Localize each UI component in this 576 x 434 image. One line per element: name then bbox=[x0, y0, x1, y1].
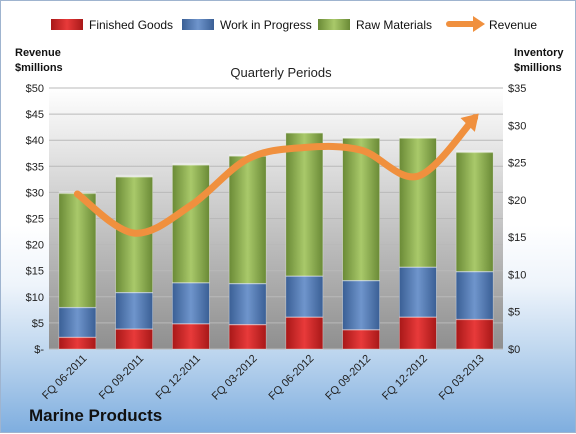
bar-raw-materials bbox=[399, 137, 437, 268]
left-tick-label: $10 bbox=[26, 292, 44, 304]
bar-cap-raw-materials bbox=[115, 174, 153, 178]
bar-raw-materials bbox=[172, 164, 210, 283]
bar-finished-goods bbox=[58, 336, 97, 350]
bar-raw-materials bbox=[228, 155, 267, 284]
bar-work-in-progress bbox=[228, 283, 267, 325]
left-tick-label: $35 bbox=[26, 161, 44, 173]
category-label: FQ 06-2011 bbox=[40, 353, 89, 402]
right-tick-label: $35 bbox=[508, 83, 526, 95]
bar-cap-raw-materials bbox=[399, 135, 437, 139]
bar-finished-goods bbox=[342, 329, 380, 350]
bar-cap-raw-materials bbox=[285, 130, 323, 134]
legend: Finished Goods Work in Progress Raw Materi… bbox=[51, 16, 537, 32]
category-label: FQ 09-2011 bbox=[97, 353, 146, 402]
right-tick-label: $0 bbox=[508, 344, 520, 356]
right-tick-label: $15 bbox=[508, 232, 526, 244]
bar-work-in-progress bbox=[399, 266, 437, 318]
category-label: FQ 06-2012 bbox=[267, 353, 317, 403]
bar-work-in-progress bbox=[285, 275, 324, 318]
bar-raw-materials bbox=[342, 137, 380, 281]
legend-label: Revenue bbox=[489, 18, 537, 32]
left-tick-label: $5 bbox=[32, 318, 44, 330]
right-axis-label-line2: $millions bbox=[514, 62, 562, 74]
bar-work-in-progress bbox=[172, 282, 210, 324]
chart-title: Marine Products bbox=[29, 406, 162, 425]
legend-label: Raw Materials bbox=[356, 18, 432, 32]
bar-finished-goods bbox=[228, 324, 267, 350]
legend-swatch bbox=[318, 19, 350, 30]
left-tick-label: $45 bbox=[26, 109, 44, 121]
revenue-arrowhead bbox=[460, 113, 479, 132]
bar-cap-raw-materials bbox=[342, 135, 380, 139]
right-tick-label: $5 bbox=[508, 307, 520, 319]
left-tick-label: $50 bbox=[26, 83, 44, 95]
right-tick-label: $30 bbox=[508, 120, 526, 132]
bar-work-in-progress bbox=[115, 292, 153, 330]
left-tick-label: $- bbox=[34, 344, 44, 356]
category-label: FQ 12-2012 bbox=[380, 353, 430, 403]
bar-finished-goods bbox=[399, 316, 437, 350]
legend-swatch bbox=[182, 19, 214, 30]
chart-subtitle: Quarterly Periods bbox=[230, 65, 332, 80]
left-tick-label: $15 bbox=[26, 266, 44, 278]
left-tick-label: $40 bbox=[26, 135, 44, 147]
bar-raw-materials bbox=[455, 151, 494, 272]
right-tick-label: $25 bbox=[508, 158, 526, 170]
bar-finished-goods bbox=[285, 316, 324, 350]
bars bbox=[58, 130, 494, 350]
left-tick-label: $30 bbox=[26, 187, 44, 199]
legend-arrow-swatch bbox=[473, 16, 485, 32]
left-tick-label: $25 bbox=[26, 214, 44, 226]
legend-label: Work in Progress bbox=[220, 18, 312, 32]
right-tick-label: $10 bbox=[508, 269, 526, 281]
bar-finished-goods bbox=[115, 328, 153, 350]
left-tick-label: $20 bbox=[26, 240, 44, 252]
bar-finished-goods bbox=[172, 323, 210, 350]
bar-raw-materials bbox=[285, 132, 324, 277]
category-label: FQ 09-2012 bbox=[323, 353, 373, 403]
left-axis-label-line2: $millions bbox=[15, 62, 63, 74]
category-label: FQ 03-2013 bbox=[437, 353, 487, 403]
left-axis-label-line1: Revenue bbox=[15, 47, 61, 59]
bar-cap-raw-materials bbox=[456, 150, 494, 154]
category-label: FQ 03-2012 bbox=[210, 353, 260, 403]
right-tick-label: $20 bbox=[508, 195, 526, 207]
legend-swatch bbox=[51, 19, 83, 30]
revenue-line-layer bbox=[73, 113, 479, 237]
bar-cap-raw-materials bbox=[172, 162, 210, 166]
bar-work-in-progress bbox=[58, 306, 97, 338]
bar-raw-materials bbox=[58, 192, 97, 308]
right-axis-label-line1: Inventory bbox=[514, 47, 564, 59]
bar-work-in-progress bbox=[455, 271, 494, 320]
bar-finished-goods bbox=[455, 318, 494, 350]
revenue-line bbox=[73, 114, 479, 237]
bar-work-in-progress bbox=[342, 280, 380, 330]
category-label: FQ 12-2011 bbox=[154, 353, 203, 402]
legend-label: Finished Goods bbox=[89, 18, 173, 32]
